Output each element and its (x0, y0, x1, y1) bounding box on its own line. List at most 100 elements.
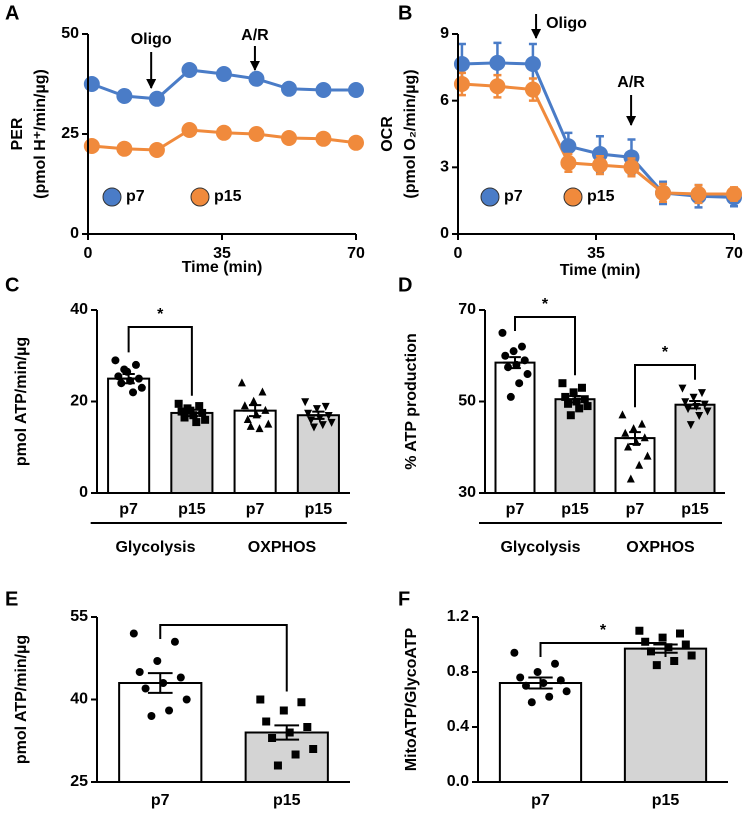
data-point (516, 673, 525, 682)
significance-label: * (157, 306, 164, 323)
data-point (545, 692, 554, 701)
y-tick-label: 20 (70, 393, 88, 410)
y-tick-label: 25 (70, 773, 88, 790)
y-axis-title: (pmol O₂/min/µg) (402, 69, 419, 198)
data-point (111, 356, 120, 365)
error-bar (306, 410, 331, 420)
data-point (689, 393, 698, 402)
panel-letter: E (5, 588, 18, 610)
data-point (646, 647, 655, 656)
data-point (489, 78, 506, 95)
y-tick-label: 40 (70, 301, 88, 318)
data-point (626, 474, 635, 483)
x-tick-label: p7 (626, 501, 645, 518)
data-point (637, 419, 646, 428)
data-point (240, 401, 249, 410)
legend-label: p15 (587, 188, 615, 205)
panel-letter: F (398, 588, 410, 610)
error-bar (135, 672, 185, 694)
legend-label: p7 (504, 188, 523, 205)
annotation: A/R (617, 74, 645, 91)
data-point (256, 695, 265, 704)
y-axis-title: (pmol H⁺/min/µg) (32, 69, 49, 199)
data-point (498, 328, 507, 337)
data-point (215, 66, 232, 82)
y-tick-label: 0.0 (447, 773, 469, 790)
data-point (562, 687, 571, 696)
data-point (183, 404, 192, 413)
error-bar (262, 724, 312, 741)
data-point (506, 392, 515, 401)
data-point (658, 633, 667, 642)
x-tick-label: 0 (84, 245, 93, 262)
data-point (510, 648, 519, 657)
legend-label: p15 (214, 188, 242, 205)
data-point (181, 122, 198, 138)
data-point (561, 392, 570, 401)
data-point (153, 657, 162, 665)
data-point (623, 159, 640, 176)
data-point (248, 70, 265, 87)
x-tick-label: 70 (347, 245, 365, 262)
data-point (181, 62, 198, 78)
data-point (690, 186, 707, 202)
x-axis-title: Time (min) (182, 259, 263, 276)
legend-marker (480, 187, 500, 207)
group-label: OXPHOS (626, 539, 695, 556)
data-point (695, 412, 704, 421)
y-tick-label: 25 (61, 125, 79, 142)
data-point (560, 138, 577, 155)
data-point (618, 410, 627, 419)
bar (296, 414, 340, 495)
data-point (129, 388, 138, 397)
y-axis-title: pmol ATP/min/µg (13, 337, 30, 466)
data-point (686, 421, 695, 430)
legend-marker (563, 187, 583, 207)
data-point (147, 712, 156, 720)
data-point (192, 418, 201, 427)
panel-letter: A (5, 2, 19, 24)
data-point (560, 154, 577, 171)
data-point (684, 405, 693, 414)
significance-bracket (634, 364, 696, 408)
group-label: Glycolysis (500, 539, 580, 556)
data-point (678, 384, 687, 393)
significance-bracket (159, 624, 288, 692)
data-point (327, 418, 336, 427)
data-point (129, 629, 138, 638)
data-point (243, 415, 252, 423)
bar (170, 411, 214, 494)
data-point (137, 383, 146, 392)
data-point (312, 405, 321, 414)
y-axis-title: PER (9, 117, 26, 150)
group-label: OXPHOS (248, 539, 317, 556)
x-tick-label: 35 (213, 245, 231, 262)
data-point (182, 695, 191, 704)
data-point (304, 409, 313, 418)
significance-label: * (600, 622, 607, 639)
y-axis-title: % ATP production (403, 333, 420, 470)
data-point (652, 661, 661, 670)
significance-label: * (662, 344, 669, 361)
data-point (135, 668, 144, 676)
significance-bracket (127, 326, 193, 396)
significance-bracket (514, 316, 576, 376)
data-point (309, 745, 318, 753)
data-point (664, 643, 673, 652)
data-point (255, 424, 264, 433)
error-bar (563, 395, 587, 404)
data-point (523, 370, 532, 379)
y-tick-label: 0.4 (447, 718, 469, 735)
data-point (583, 402, 592, 411)
error-bar (503, 356, 527, 370)
legend-label: p7 (126, 188, 145, 205)
data-point (624, 442, 633, 451)
data-point (551, 659, 560, 668)
x-tick-label: p15 (652, 792, 680, 809)
data-point (201, 415, 210, 424)
y-tick-label: 1.2 (447, 608, 469, 625)
series-line (461, 82, 734, 196)
data-point (504, 363, 513, 372)
data-point (635, 626, 644, 635)
